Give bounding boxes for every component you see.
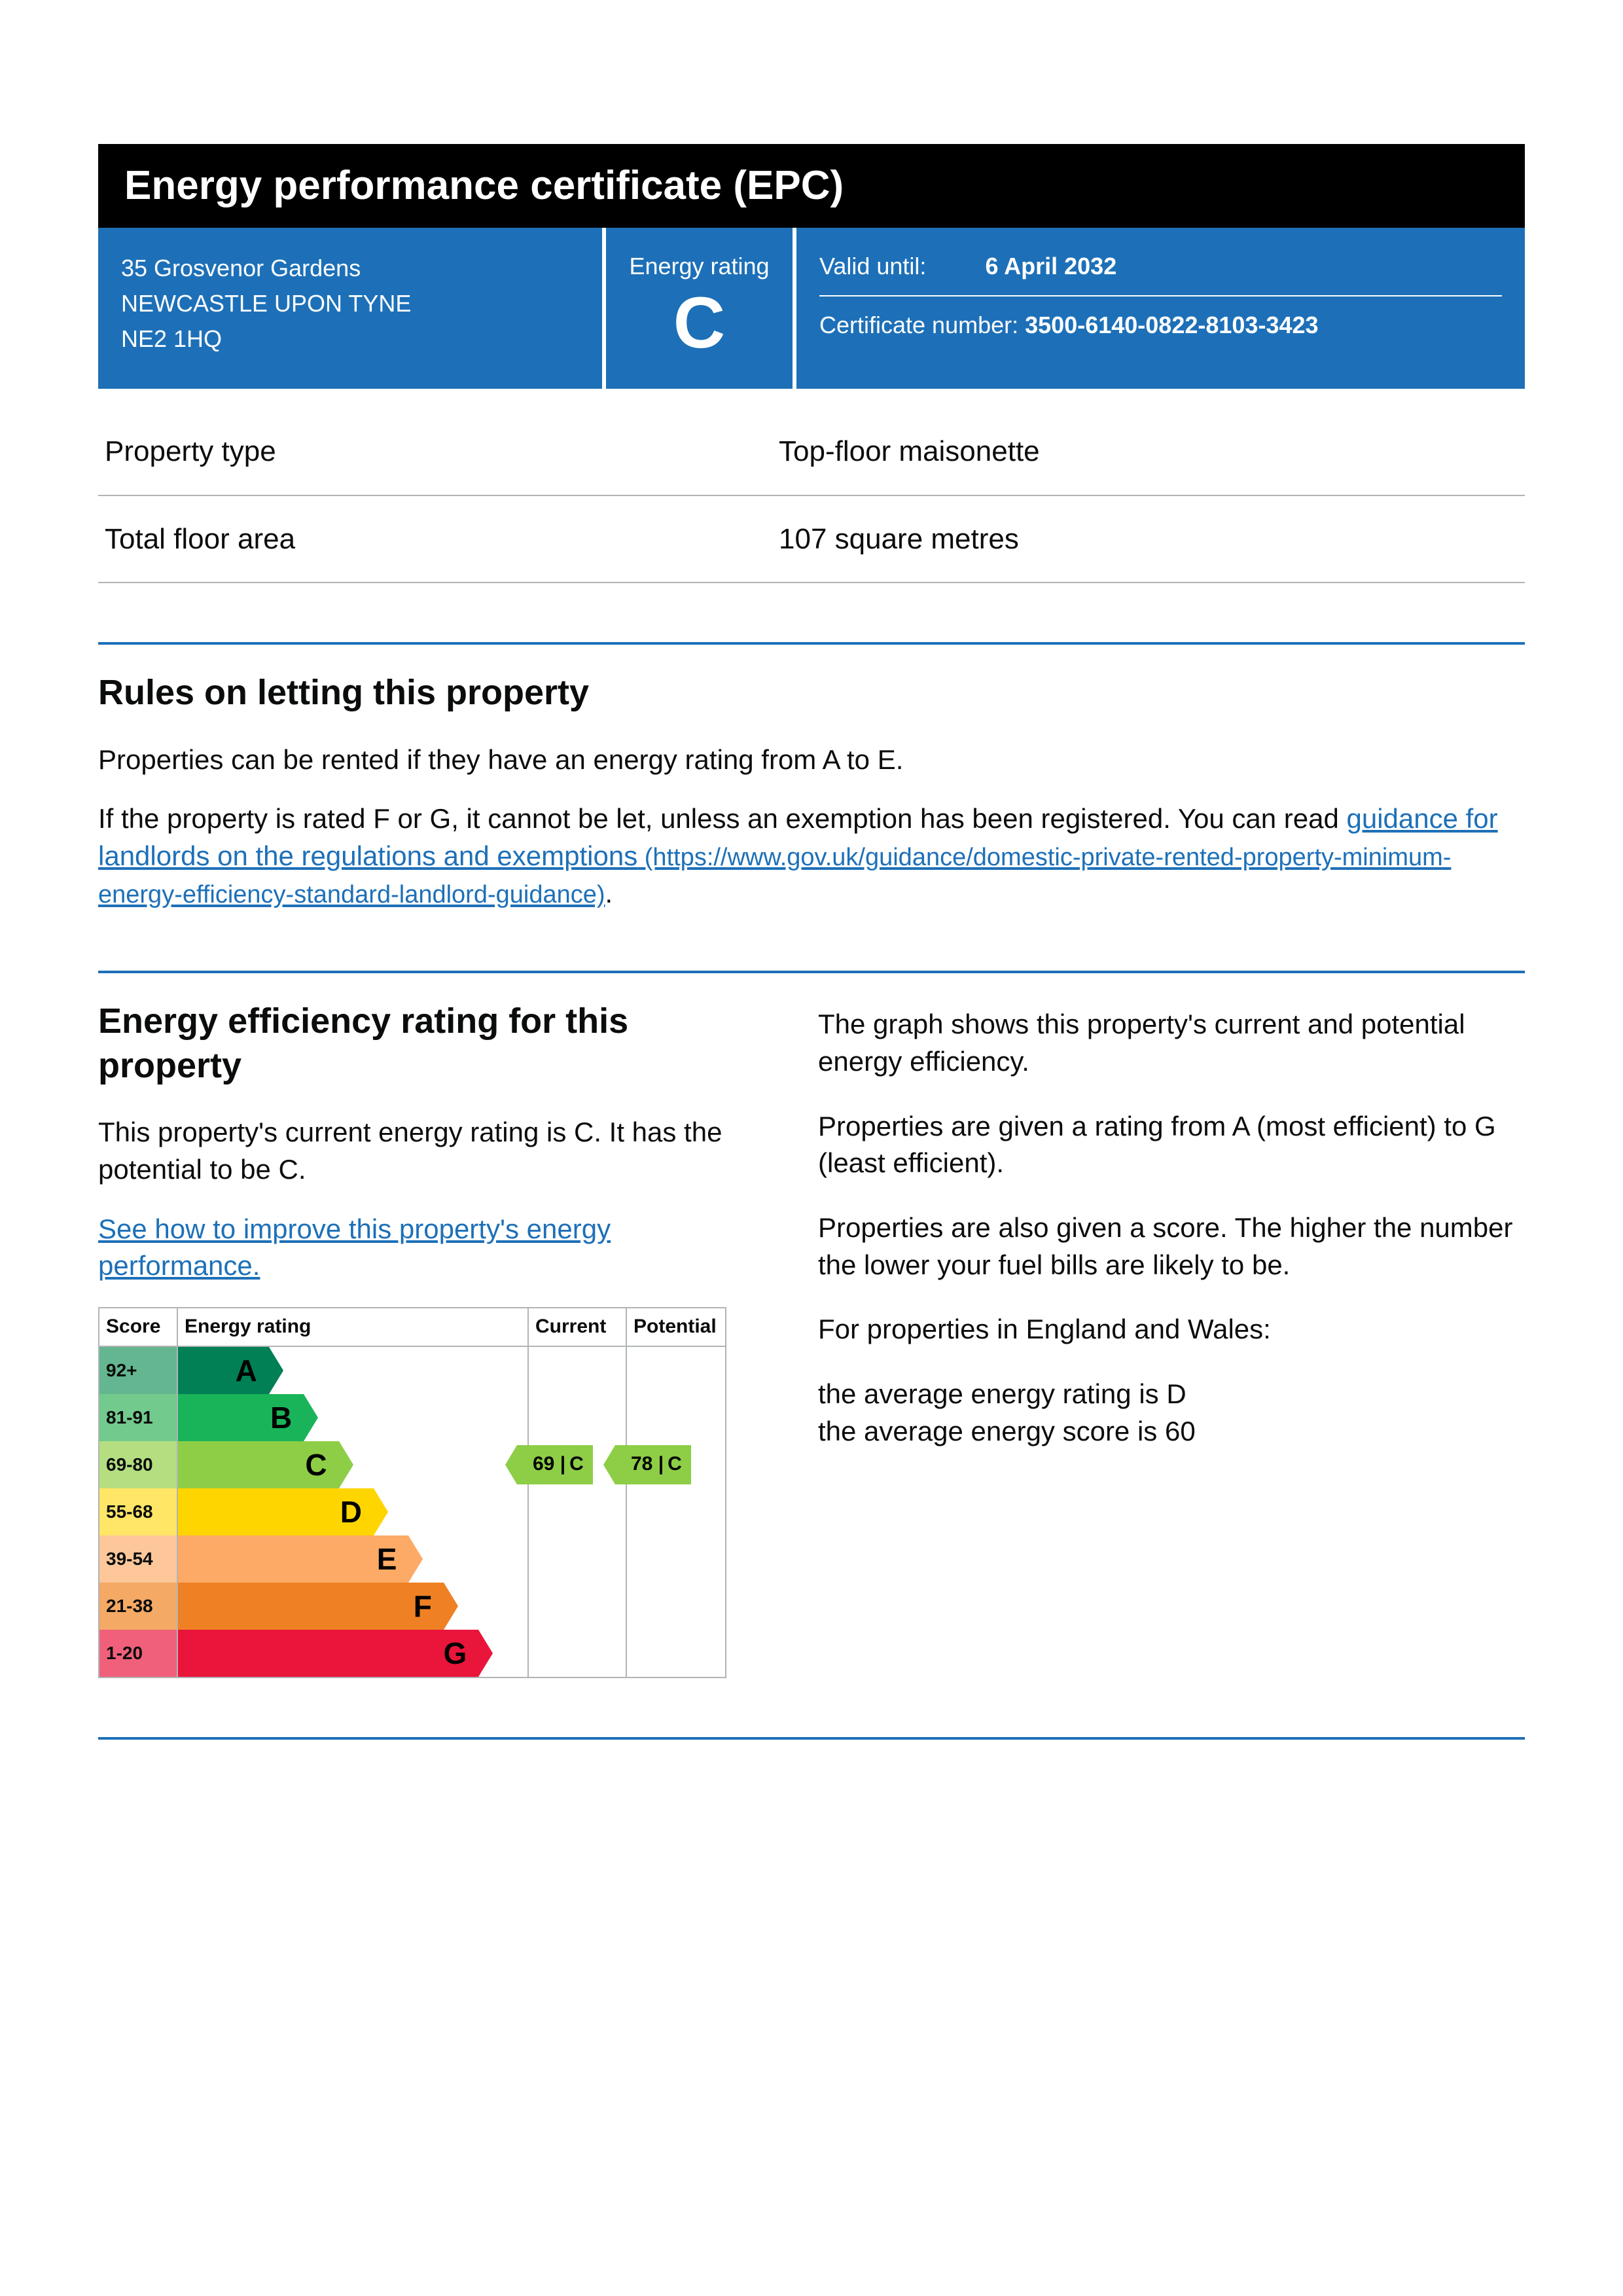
potential-cell-a [627,1347,725,1394]
section-divider [98,642,1525,645]
score-range-c: 69-80 [99,1441,178,1488]
chart-row-b: 81-91B [99,1394,725,1441]
section-divider [98,1737,1525,1740]
summary-row-property-type: Property type Top-floor maisonette [98,408,1525,495]
energy-rating-block: Energy rating C [606,228,793,389]
current-cell-e [529,1535,627,1583]
improve-performance-link[interactable]: See how to improve this property's energ… [98,1213,611,1282]
energy-rating-chart: Score Energy rating Current Potential 92… [98,1307,726,1678]
energy-rating-label: Energy rating [629,251,770,283]
valid-until-value: 6 April 2032 [985,251,1116,283]
score-range-b: 81-91 [99,1394,178,1441]
score-range-a: 92+ [99,1347,178,1394]
rules-paragraph-1: Properties can be rented if they have an… [98,742,1525,779]
energy-rating-letter: C [629,287,770,359]
chart-header-current: Current [529,1308,627,1346]
rating-bar-f: F [178,1583,444,1630]
chart-row-e: 39-54E [99,1535,725,1583]
address-line-1: 35 Grosvenor Gardens [121,251,579,286]
rating-bar-e: E [178,1535,408,1583]
average-rating-line: the average energy rating is D [818,1378,1186,1409]
property-type-value: Top-floor maisonette [779,432,1040,471]
potential-cell-b [627,1394,725,1441]
score-range-g: 1-20 [99,1630,178,1677]
rating-bar-b: B [178,1394,304,1441]
potential-cell-d [627,1488,725,1535]
rating-bar-cell-e: E [178,1535,529,1583]
score-range-d: 55-68 [99,1488,178,1535]
current-cell-a [529,1347,627,1394]
chart-row-d: 55-68D [99,1488,725,1535]
rules-heading: Rules on letting this property [98,671,1525,715]
current-cell-b [529,1394,627,1441]
efficiency-explainer-1: The graph shows this property's current … [818,1006,1525,1080]
chart-row-g: 1-20G [99,1630,725,1677]
address-line-2: NEWCASTLE UPON TYNE [121,286,579,321]
current-marker: 69 | C [517,1445,593,1484]
rating-bar-cell-c: C [178,1441,529,1488]
rating-bar-g: G [178,1630,478,1677]
chart-header-score: Score [99,1308,178,1346]
current-cell-d [529,1488,627,1535]
score-range-e: 39-54 [99,1535,178,1583]
current-cell-g [529,1630,627,1677]
page-title: Energy performance certificate (EPC) [98,144,1525,228]
average-score-line: the average energy score is 60 [818,1416,1196,1446]
chart-header-row: Score Energy rating Current Potential [99,1308,725,1347]
efficiency-averages: the average energy rating is D the avera… [818,1376,1525,1450]
certificate-number-label: Certificate number: [819,312,1018,338]
potential-cell-f [627,1583,725,1630]
score-range-f: 21-38 [99,1583,178,1630]
chart-row-f: 21-38F [99,1583,725,1630]
efficiency-explainer-4: For properties in England and Wales: [818,1311,1525,1348]
floor-area-label: Total floor area [105,520,779,558]
rating-bar-cell-f: F [178,1583,529,1630]
valid-until-label: Valid until: [819,251,926,283]
potential-cell-g [627,1630,725,1677]
rules-paragraph-2: If the property is rated F or G, it cann… [98,800,1525,912]
efficiency-current-potential: This property's current energy rating is… [98,1114,766,1188]
rating-bar-d: D [178,1488,374,1535]
efficiency-explainer-3: Properties are also given a score. The h… [818,1210,1525,1283]
potential-cell-e [627,1535,725,1583]
floor-area-value: 107 square metres [779,520,1019,558]
efficiency-explainer-2: Properties are given a rating from A (mo… [818,1108,1525,1182]
rating-bar-cell-a: A [178,1347,529,1394]
rules-p2-prefix: If the property is rated F or G, it cann… [98,803,1346,834]
chart-row-c: 69-80C 69 | C 78 | C [99,1441,725,1488]
rating-bar-cell-g: G [178,1630,529,1677]
summary-row-floor-area: Total floor area 107 square metres [98,496,1525,583]
current-cell-f [529,1583,627,1630]
rating-bar-cell-b: B [178,1394,529,1441]
rating-bar-a: A [178,1347,269,1394]
property-type-label: Property type [105,432,779,471]
certificate-number-value: 3500-6140-0822-8103-3423 [1025,312,1318,338]
rating-bar-cell-d: D [178,1488,529,1535]
efficiency-heading: Energy efficiency rating for this proper… [98,999,766,1088]
rating-bar-c: C [178,1441,339,1488]
address-line-3: NE2 1HQ [121,321,579,357]
chart-row-a: 92+A [99,1347,725,1394]
address-block: 35 Grosvenor Gardens NEWCASTLE UPON TYNE… [98,228,602,389]
potential-marker: 78 | C [615,1445,691,1484]
chart-header-potential: Potential [627,1308,725,1346]
potential-cell-c: 78 | C [627,1441,725,1488]
section-divider [98,971,1525,973]
rules-p2-suffix: . [605,878,613,908]
certificate-header: 35 Grosvenor Gardens NEWCASTLE UPON TYNE… [98,228,1525,389]
certificate-meta: Valid until: 6 April 2032 Certificate nu… [796,228,1525,389]
chart-header-rating: Energy rating [178,1308,529,1346]
